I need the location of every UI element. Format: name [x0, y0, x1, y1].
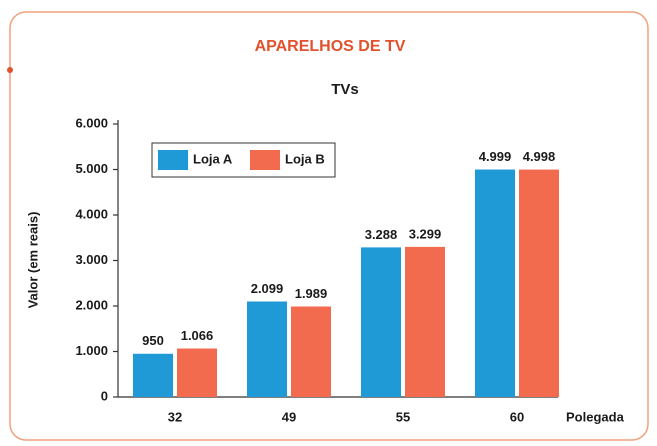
value-label: 950 — [142, 333, 164, 348]
value-label: 4.998 — [523, 149, 556, 164]
legend-label: Loja B — [285, 151, 325, 166]
y-axis-label: Valor (em reais) — [25, 212, 40, 309]
x-axis-label: Polegada — [566, 409, 625, 424]
x-tick-label: 49 — [282, 409, 296, 424]
chart-subtitle: TVs — [331, 81, 359, 98]
value-label: 3.299 — [409, 226, 442, 241]
y-tick-label: 1.000 — [75, 343, 108, 358]
value-label: 4.999 — [479, 149, 512, 164]
chart-title: APARELHOS DE TV — [255, 38, 406, 55]
y-tick-label: 5.000 — [75, 161, 108, 176]
value-label: 1.066 — [181, 328, 214, 343]
x-tick-label: 55 — [396, 409, 410, 424]
bar — [405, 246, 445, 397]
y-tick-label: 0 — [101, 388, 108, 403]
x-tick-label: 60 — [510, 409, 524, 424]
bar — [291, 306, 331, 397]
bar — [519, 169, 559, 397]
legend-swatch — [250, 150, 280, 170]
value-label: 2.099 — [251, 281, 284, 296]
frame-dot — [7, 67, 13, 73]
y-tick-label: 3.000 — [75, 252, 108, 267]
y-tick-label: 2.000 — [75, 297, 108, 312]
x-tick-label: 32 — [168, 409, 182, 424]
value-label: 3.288 — [365, 227, 398, 242]
bar — [177, 348, 217, 397]
bar — [475, 169, 515, 397]
bar — [133, 353, 173, 397]
y-tick-label: 6.000 — [75, 115, 108, 130]
value-label: 1.989 — [295, 286, 328, 301]
y-tick-label: 4.000 — [75, 206, 108, 221]
legend-label: Loja A — [193, 151, 233, 166]
bar — [361, 247, 401, 397]
bar — [247, 301, 287, 397]
legend-swatch — [158, 150, 188, 170]
